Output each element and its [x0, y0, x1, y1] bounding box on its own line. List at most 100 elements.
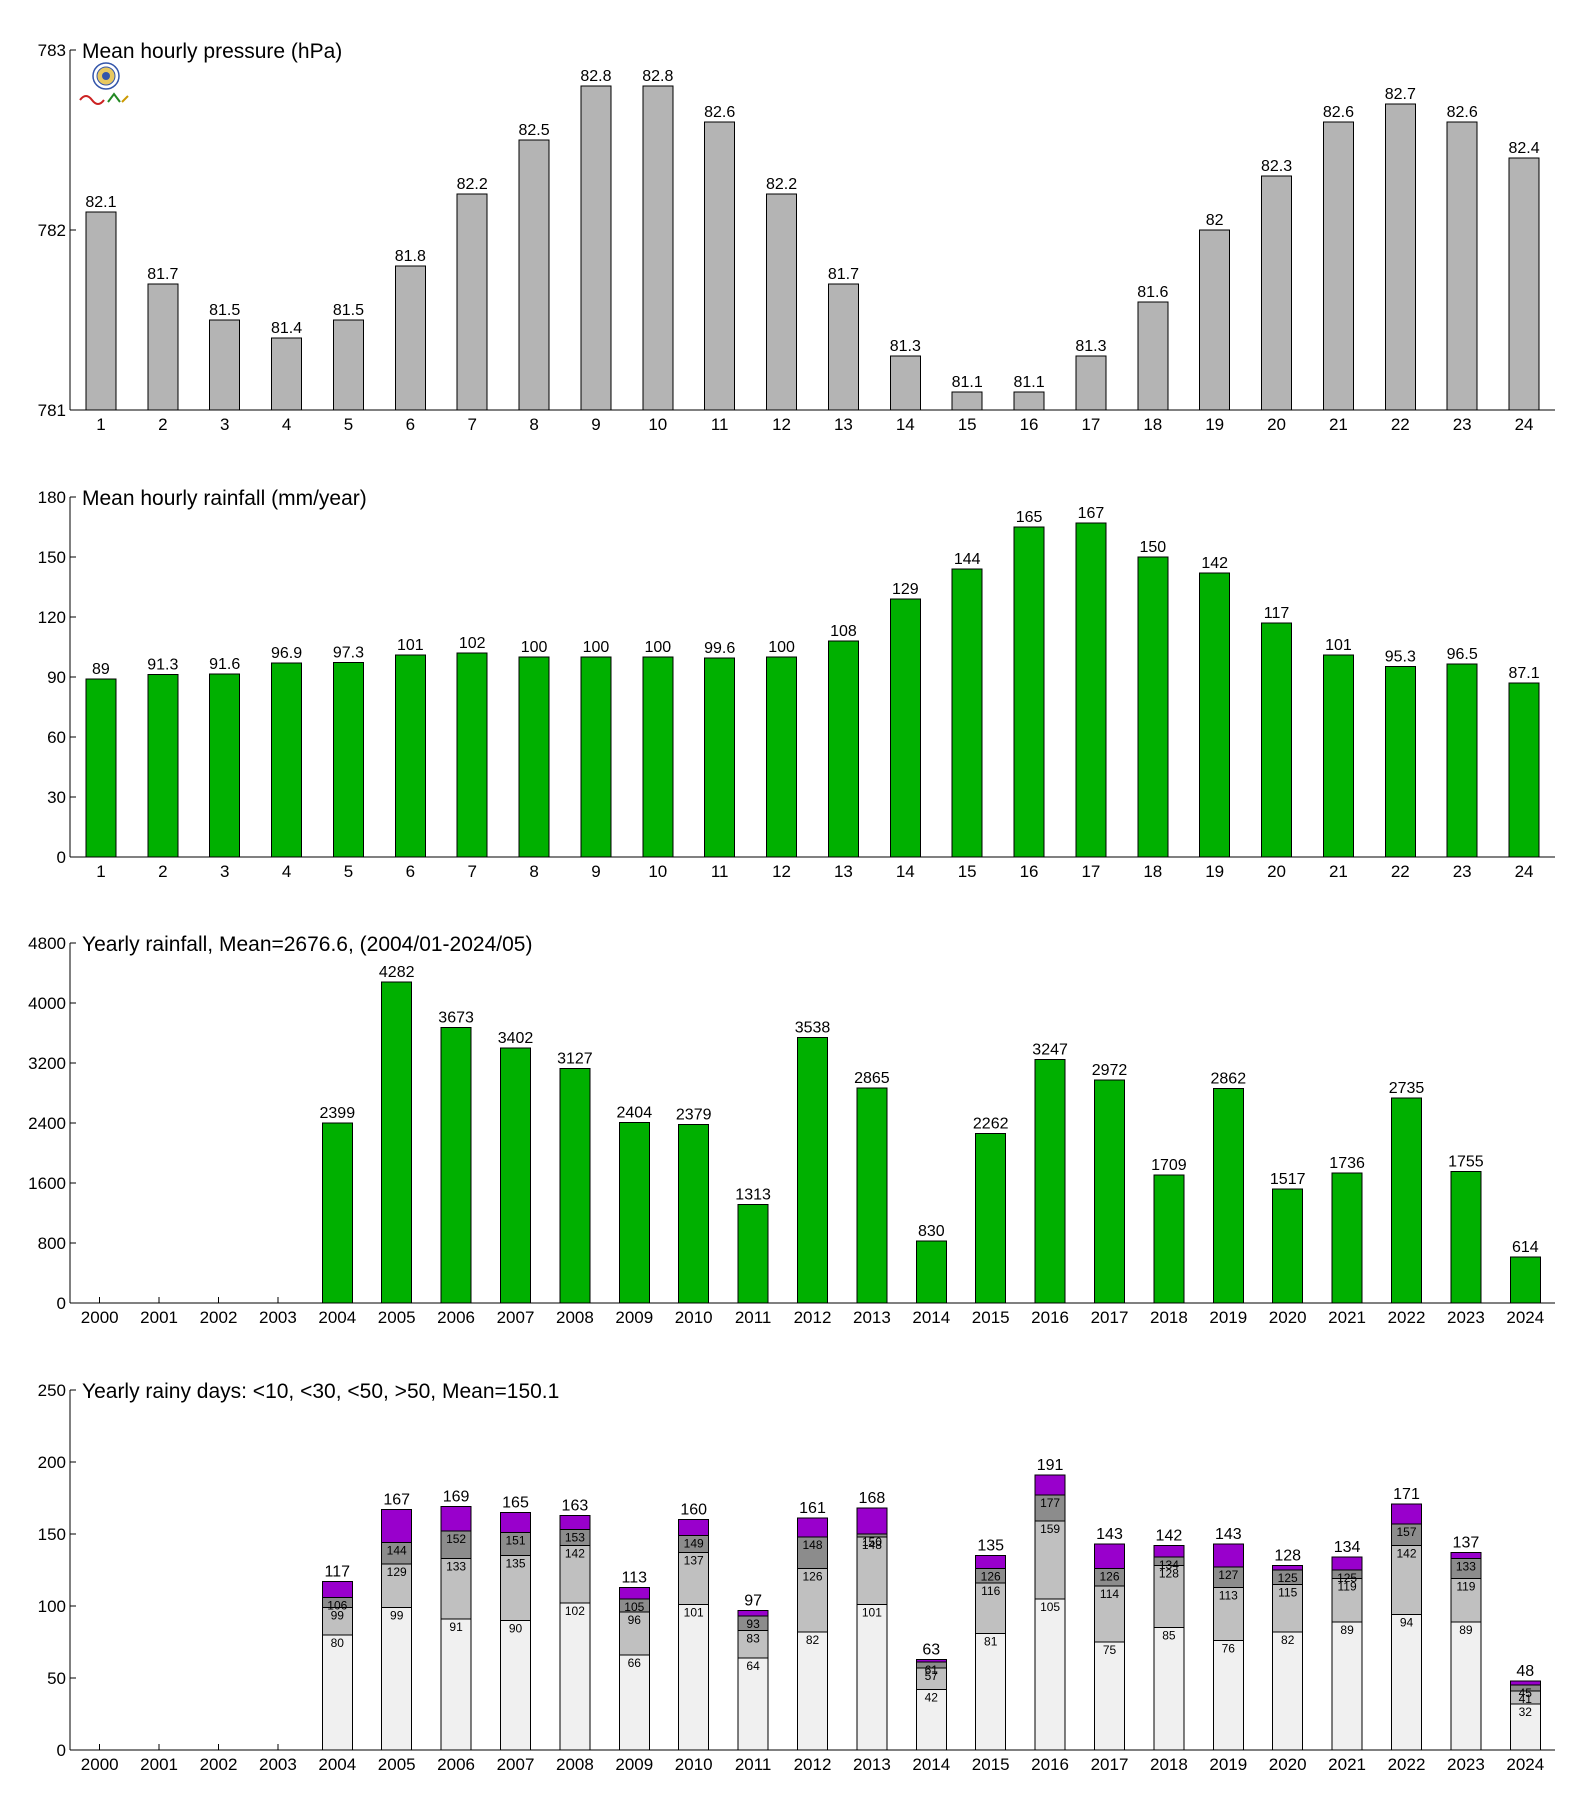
- y-tick-label: 30: [47, 788, 66, 807]
- bar-value-label: 96.9: [271, 645, 302, 662]
- bar: [456, 193, 488, 411]
- x-tick-label: 2018: [1150, 1308, 1188, 1327]
- segment-value-label: 159: [1040, 1522, 1060, 1536]
- bar-value-label: 96.5: [1447, 646, 1478, 663]
- bar-value-label: 82: [1206, 212, 1224, 229]
- stacked-bar-segment: [975, 1582, 1007, 1634]
- x-tick-label: 24: [1515, 862, 1534, 881]
- x-tick-label: 2014: [912, 1308, 950, 1327]
- lab-logo-icon: [78, 60, 134, 106]
- segment-value-label: 137: [684, 1554, 704, 1568]
- bar: [1272, 1188, 1304, 1304]
- x-tick-label: 2013: [853, 1308, 891, 1327]
- x-tick-label: 2024: [1506, 1308, 1544, 1327]
- x-tick-label: 9: [591, 862, 600, 881]
- total-value-label: 143: [1096, 1526, 1123, 1543]
- bar-value-label: 81.5: [333, 302, 364, 319]
- stacked-bar-segment: [1212, 1586, 1244, 1642]
- bar: [766, 193, 798, 411]
- chart-title: Mean hourly rainfall (mm/year): [82, 487, 367, 510]
- segment-value-label: 101: [862, 1606, 882, 1620]
- bar: [1331, 1172, 1363, 1304]
- segment-value-label: 83: [746, 1631, 760, 1645]
- bar-value-label: 2972: [1092, 1062, 1128, 1079]
- x-tick-label: 15: [958, 415, 977, 434]
- x-tick-label: 16: [1020, 415, 1039, 434]
- bar-value-label: 100: [583, 639, 610, 656]
- stacked-bar-segment: [1094, 1543, 1125, 1570]
- y-tick-label: 2400: [28, 1114, 66, 1133]
- total-value-label: 142: [1156, 1528, 1183, 1545]
- x-tick-label: 2019: [1209, 1308, 1247, 1327]
- stacked-bar-segment: [1450, 1578, 1482, 1623]
- y-tick-label: 4800: [28, 934, 66, 953]
- stacked-bar-segment: [1034, 1474, 1066, 1496]
- y-tick-label: 90: [47, 668, 66, 687]
- x-tick-label: 15: [958, 862, 977, 881]
- segment-value-label: 157: [1396, 1525, 1416, 1539]
- y-tick-label: 781: [38, 401, 66, 420]
- stacked-bar-segment: [559, 1602, 591, 1751]
- x-tick-label: 22: [1391, 862, 1410, 881]
- bar-value-label: 82.5: [518, 122, 549, 139]
- stacked-bar-segment: [1391, 1614, 1422, 1751]
- segment-value-label: 42: [925, 1691, 939, 1705]
- segment-value-label: 126: [981, 1570, 1001, 1584]
- bar: [1450, 1170, 1482, 1304]
- bar-value-label: 108: [830, 623, 857, 640]
- total-value-label: 117: [325, 1564, 351, 1581]
- segment-value-label: 115: [1278, 1585, 1297, 1599]
- segment-value-label: 129: [387, 1565, 407, 1579]
- rainy-days-chart: Yearly rainy days: <10, <30, <50, >50, M…: [38, 1380, 1555, 1774]
- x-tick-label: 2022: [1388, 1755, 1426, 1774]
- segment-value-label: 142: [1396, 1547, 1416, 1561]
- total-value-label: 48: [1516, 1663, 1534, 1680]
- segment-value-label: 148: [862, 1538, 882, 1552]
- segment-value-label: 150: [862, 1535, 882, 1549]
- segment-value-label: 119: [1456, 1580, 1475, 1594]
- bar: [518, 139, 550, 411]
- bar-value-label: 129: [892, 581, 919, 598]
- bar: [332, 661, 364, 858]
- x-tick-label: 14: [896, 862, 915, 881]
- segment-value-label: 99: [331, 1608, 345, 1622]
- bar-value-label: 1755: [1448, 1153, 1484, 1170]
- segment-value-label: 142: [565, 1547, 585, 1561]
- chart-title: Mean hourly pressure (hPa): [82, 40, 342, 63]
- stacked-bar-segment: [1094, 1585, 1125, 1643]
- stacked-bar-segment: [1391, 1503, 1422, 1525]
- segment-value-label: 57: [925, 1669, 939, 1683]
- bar: [321, 1122, 353, 1304]
- segment-value-label: 177: [1040, 1496, 1060, 1510]
- bar-value-label: 3673: [438, 1010, 474, 1027]
- x-tick-label: 2008: [556, 1755, 594, 1774]
- x-tick-label: 2002: [200, 1755, 238, 1774]
- x-tick-label: 6: [406, 415, 415, 434]
- stacked-bar-segment: [797, 1536, 828, 1570]
- stacked-bar-segment: [440, 1506, 472, 1532]
- stacked-bar-segment: [678, 1552, 710, 1606]
- segment-value-label: 114: [1100, 1587, 1119, 1601]
- segment-value-label: 96: [628, 1613, 642, 1627]
- segment-value-label: 153: [565, 1531, 585, 1545]
- bar: [1212, 1087, 1244, 1304]
- stacked-bar-segment: [1272, 1583, 1304, 1633]
- bar: [1137, 556, 1169, 858]
- bar-value-label: 81.7: [828, 266, 859, 283]
- bar: [271, 662, 303, 858]
- stacked-bar-segment: [1212, 1640, 1244, 1751]
- bar-value-label: 1517: [1270, 1171, 1306, 1188]
- stacked-bar-segment: [381, 1509, 413, 1544]
- hourly-rainfall-chart: Mean hourly rainfall (mm/year)0306090120…: [38, 487, 1555, 881]
- bar-value-label: 1736: [1329, 1155, 1365, 1172]
- bar: [1261, 175, 1293, 411]
- bar: [1034, 1058, 1066, 1304]
- bar-value-label: 2865: [854, 1070, 890, 1087]
- x-tick-label: 2005: [378, 1308, 416, 1327]
- bar-value-label: 2404: [617, 1105, 653, 1122]
- stacked-bar-segment: [797, 1517, 828, 1538]
- x-tick-label: 2010: [675, 1755, 713, 1774]
- stacked-bar-segment: [500, 1511, 531, 1534]
- stacked-bar-segment: [321, 1634, 353, 1751]
- stacked-bar-segment: [915, 1689, 947, 1751]
